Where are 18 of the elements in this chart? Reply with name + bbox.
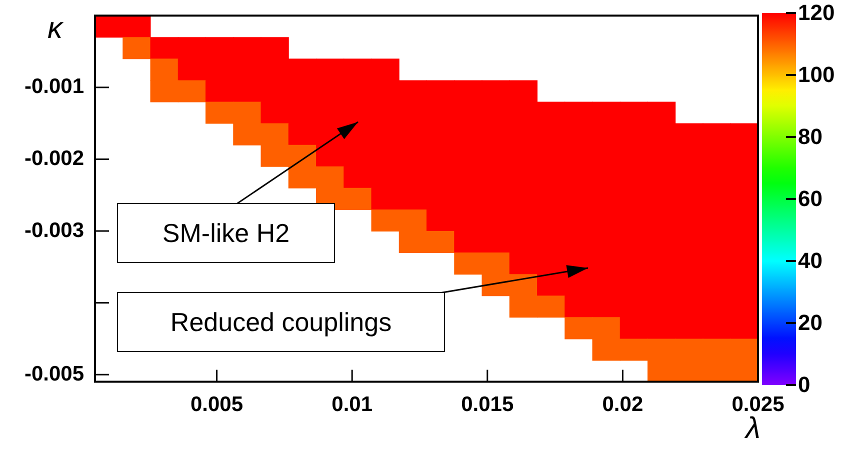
color-bar-label: 0 xyxy=(798,372,810,398)
color-bar-label: 100 xyxy=(798,62,835,88)
y-axis-title: κ xyxy=(48,12,64,45)
color-bar-label: 20 xyxy=(798,310,822,336)
x-tick-label: 0.02 xyxy=(602,393,644,416)
color-bar-label: 40 xyxy=(798,248,822,274)
y-tick-label: -0.003 xyxy=(24,218,84,242)
color-bar-label: 80 xyxy=(798,124,822,150)
color-bar-label: 60 xyxy=(798,186,822,212)
y-tick-label: -0.001 xyxy=(24,75,84,98)
note-box: Reduced couplings xyxy=(117,292,445,352)
x-tick-label: 0.005 xyxy=(190,393,244,416)
color-bar-label: 120 xyxy=(798,0,835,26)
x-tick-label: 0.015 xyxy=(461,393,514,416)
note-box: SM-like H2 xyxy=(117,203,335,263)
y-tick-label: -0.005 xyxy=(24,362,84,386)
x-tick-label: 0.01 xyxy=(332,393,373,416)
y-tick-label: -0.002 xyxy=(24,147,84,170)
